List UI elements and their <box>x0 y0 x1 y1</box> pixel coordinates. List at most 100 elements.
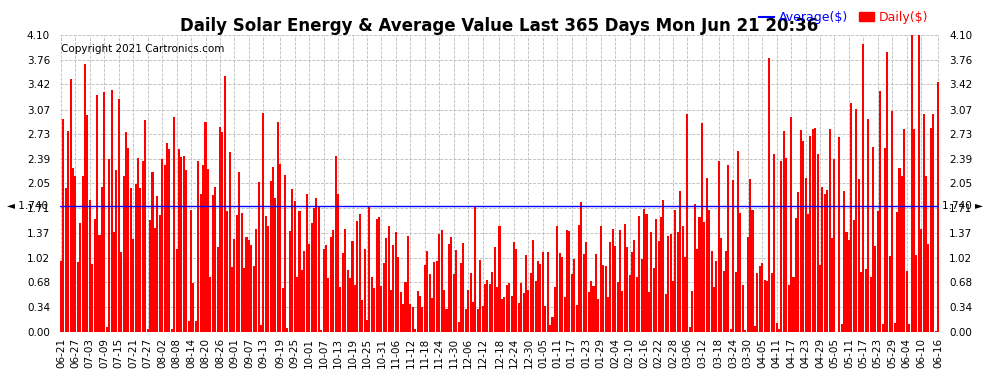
Bar <box>333 230 335 332</box>
Bar <box>508 283 510 332</box>
Bar <box>647 292 649 332</box>
Bar <box>694 204 696 332</box>
Bar <box>74 176 76 332</box>
Bar <box>79 223 81 332</box>
Bar <box>192 284 194 332</box>
Bar <box>156 196 158 332</box>
Bar <box>867 119 869 332</box>
Bar <box>106 327 108 332</box>
Bar <box>737 151 740 332</box>
Bar <box>810 136 812 332</box>
Bar <box>330 237 332 332</box>
Bar <box>195 321 197 332</box>
Bar <box>158 215 160 332</box>
Bar <box>371 277 373 332</box>
Bar <box>612 229 614 332</box>
Bar <box>405 282 407 332</box>
Bar <box>313 208 315 332</box>
Bar <box>807 214 809 332</box>
Bar <box>286 328 288 332</box>
Bar <box>96 95 98 332</box>
Bar <box>484 284 486 332</box>
Bar <box>180 157 182 332</box>
Bar <box>925 176 927 332</box>
Bar <box>879 91 881 332</box>
Bar <box>920 229 923 332</box>
Bar <box>272 167 274 332</box>
Bar <box>296 277 298 332</box>
Bar <box>667 236 669 332</box>
Bar <box>455 250 457 332</box>
Bar <box>657 241 659 332</box>
Bar <box>98 235 101 332</box>
Bar <box>645 214 647 332</box>
Bar <box>474 206 476 332</box>
Bar <box>431 298 433 332</box>
Bar <box>503 297 505 332</box>
Bar <box>894 323 896 332</box>
Bar <box>222 132 224 332</box>
Bar <box>627 247 629 332</box>
Bar <box>877 211 879 332</box>
Bar <box>742 285 743 332</box>
Bar <box>185 170 187 332</box>
Bar <box>938 82 940 332</box>
Bar <box>135 184 137 332</box>
Bar <box>241 213 243 332</box>
Bar <box>766 281 768 332</box>
Bar <box>544 306 546 332</box>
Bar <box>133 239 135 332</box>
Bar <box>614 246 616 332</box>
Bar <box>103 92 105 332</box>
Bar <box>422 307 424 332</box>
Bar <box>409 304 412 332</box>
Bar <box>262 113 264 332</box>
Bar <box>281 288 284 332</box>
Bar <box>805 178 807 332</box>
Bar <box>735 272 737 332</box>
Bar <box>889 256 891 332</box>
Bar <box>444 291 446 332</box>
Bar <box>600 226 602 332</box>
Bar <box>303 251 305 332</box>
Bar <box>847 240 850 332</box>
Bar <box>183 156 185 332</box>
Bar <box>77 262 79 332</box>
Bar <box>775 322 777 332</box>
Text: Copyright 2021 Cartronics.com: Copyright 2021 Cartronics.com <box>61 44 225 54</box>
Bar <box>928 244 930 332</box>
Bar <box>535 281 537 332</box>
Bar <box>622 291 624 332</box>
Bar <box>291 189 293 332</box>
Bar <box>328 278 330 332</box>
Bar <box>462 243 464 332</box>
Bar <box>822 187 824 332</box>
Bar <box>472 302 474 332</box>
Bar <box>349 278 351 332</box>
Bar <box>388 226 390 332</box>
Bar <box>166 142 168 332</box>
Bar <box>306 194 308 332</box>
Bar <box>585 242 587 332</box>
Bar <box>662 200 664 332</box>
Bar <box>248 240 249 332</box>
Bar <box>140 188 142 332</box>
Bar <box>128 148 130 332</box>
Bar <box>120 252 122 332</box>
Bar <box>277 122 279 332</box>
Bar <box>113 232 115 332</box>
Bar <box>202 165 204 332</box>
Bar <box>773 154 775 332</box>
Bar <box>346 270 348 332</box>
Bar <box>269 182 271 332</box>
Bar <box>852 220 854 332</box>
Bar <box>108 159 110 332</box>
Bar <box>243 268 246 332</box>
Bar <box>677 232 679 332</box>
Bar <box>209 276 211 332</box>
Bar <box>749 179 751 332</box>
Bar <box>733 180 735 332</box>
Bar <box>605 266 607 332</box>
Bar <box>935 331 937 332</box>
Bar <box>751 210 753 332</box>
